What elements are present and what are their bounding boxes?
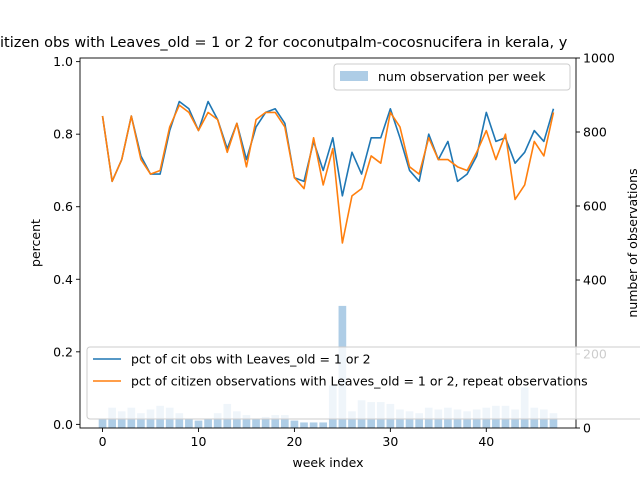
y-right-tick-label: 600: [583, 199, 607, 214]
legend-bars-label: num observation per week: [378, 69, 546, 84]
bar-mark: [319, 422, 328, 428]
bar-mark: [242, 415, 251, 428]
bar-mark: [300, 422, 308, 428]
y-tick-label: 0.2: [53, 344, 73, 359]
y-axis-label: percent: [28, 219, 43, 267]
bar-mark: [271, 415, 280, 428]
bar-mark: [233, 411, 241, 428]
y-tick-label: 0.4: [53, 272, 73, 287]
legend-lines-box: [86, 346, 640, 420]
bar-mark: [185, 418, 193, 428]
y-tick-label: 0.0: [53, 417, 73, 432]
y-right-tick-label: 800: [583, 125, 607, 140]
y-tick-label: 0.8: [53, 127, 73, 142]
x-axis-label: week index: [292, 455, 363, 470]
bar-mark: [252, 418, 260, 428]
bar-mark: [309, 422, 318, 428]
bar-mark: [175, 413, 184, 428]
legend-line-label-2: pct of citizen observations with Leaves_…: [131, 374, 588, 389]
plot-frame: [79, 57, 577, 429]
bar-mark: [204, 418, 212, 428]
bar-mark: [463, 411, 471, 428]
x-tick-label: 10: [191, 434, 207, 449]
bar-mark: [117, 411, 126, 428]
y-right-tick-label: 400: [583, 273, 607, 288]
y-tick-label: 1.0: [53, 54, 73, 69]
bar-mark: [549, 413, 558, 428]
bar-mark: [405, 411, 414, 428]
y-right-tick-label: 1000: [583, 51, 615, 66]
bar-mark: [261, 416, 270, 428]
legend-line-label-1: pct of cit obs with Leaves_old = 1 or 2: [131, 352, 371, 367]
x-tick-label: 40: [478, 434, 494, 449]
y-tick-label: 0.6: [53, 199, 73, 214]
bar-mark: [280, 415, 289, 428]
series-line-2: [101, 104, 555, 244]
bar-mark: [213, 413, 222, 428]
y-right-axis-label: number of observations: [625, 168, 640, 317]
x-tick-label: 30: [382, 434, 398, 449]
y-right-tick-label: 0: [583, 421, 591, 436]
bar-mark: [348, 411, 356, 428]
bar-mark: [290, 420, 299, 428]
bar-mark: [98, 418, 107, 428]
legend-bars-box: [333, 63, 571, 91]
series-line-1: [101, 100, 555, 197]
chart-title: itizen obs with Leaves_old = 1 or 2 for …: [0, 35, 568, 51]
bar-mark: [137, 413, 145, 428]
bar-mark: [415, 413, 423, 428]
bar-mark: [194, 420, 203, 428]
x-tick-label: 20: [286, 434, 302, 449]
legend-bars-swatch: [340, 71, 368, 81]
x-tick-label: 0: [99, 434, 107, 449]
